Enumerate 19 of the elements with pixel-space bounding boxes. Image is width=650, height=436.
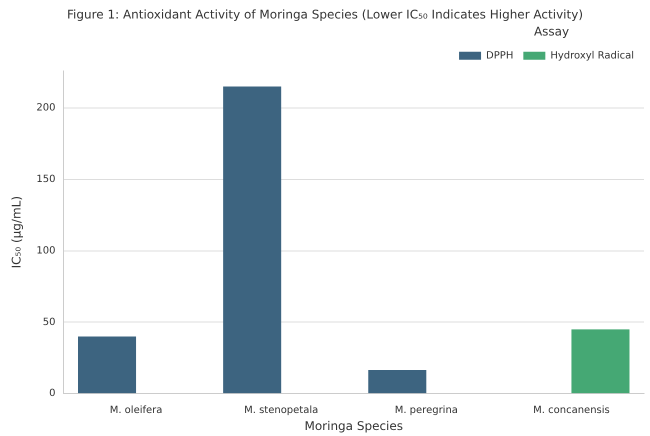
legend-label: DPPH <box>486 50 514 62</box>
legend-label: Hydroxyl Radical <box>550 50 634 62</box>
bar <box>78 336 136 394</box>
bar <box>571 329 630 394</box>
y-tick-label: 200 <box>36 102 56 114</box>
chart-title: Figure 1: Antioxidant Activity of Moringa Species (Lower IC₅₀ Indicates Higher Activity) <box>67 7 583 22</box>
x-tick-label: M. oleifera <box>110 405 162 416</box>
y-tick-label: 150 <box>36 174 56 185</box>
y-axis-title: IC₅₀ (µg/mL) <box>9 196 24 268</box>
x-tick-label: M. peregrina <box>394 405 458 416</box>
bar <box>223 86 282 394</box>
x-tick-label: M. concanensis <box>533 405 610 416</box>
legend-title: Assay <box>534 24 570 39</box>
x-tick-label: M. stenopetala <box>244 405 318 416</box>
x-axis-title: Moringa Species <box>304 418 404 433</box>
y-tick-label: 50 <box>42 316 56 328</box>
y-tick-label: 100 <box>36 245 56 256</box>
y-tick-label: 0 <box>49 388 56 400</box>
bar <box>368 370 426 394</box>
